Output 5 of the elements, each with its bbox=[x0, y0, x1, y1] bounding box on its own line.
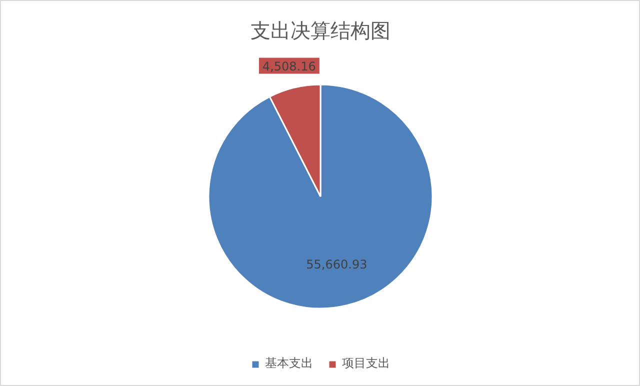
legend-label: 基本支出 bbox=[265, 355, 313, 372]
data-label: 4,508.16 bbox=[262, 59, 316, 74]
data-label: 55,660.93 bbox=[306, 258, 368, 272]
chart-title: 支出决算结构图 bbox=[250, 18, 390, 42]
legend-label: 项目支出 bbox=[342, 355, 390, 372]
